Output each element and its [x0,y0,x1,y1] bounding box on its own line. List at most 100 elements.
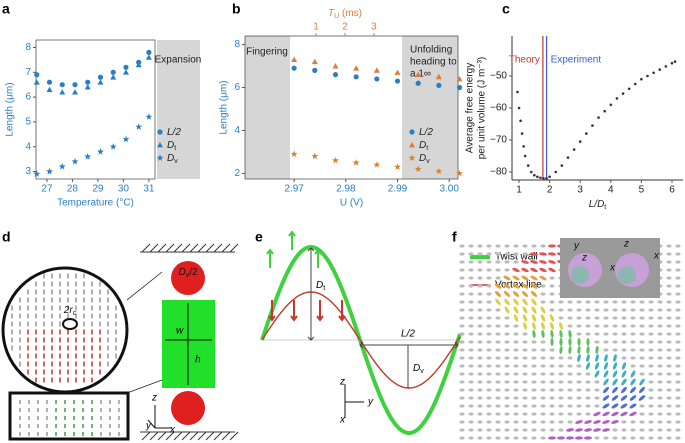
director [504,436,510,440]
director [621,378,627,386]
director [522,252,528,256]
director [504,244,510,248]
director [639,404,645,408]
director [477,388,483,392]
director [639,324,645,328]
director [549,300,555,304]
director [504,332,510,336]
director [549,404,555,408]
director [585,396,591,400]
director [531,364,537,368]
director [513,252,519,256]
director [630,370,636,378]
director [648,348,654,352]
director [621,370,627,378]
director [577,338,581,346]
director [575,420,583,424]
panel-letter: f [452,229,457,245]
director [558,316,564,320]
director [648,372,654,376]
marker [394,78,401,84]
director [585,404,591,408]
director [486,428,492,432]
director [602,420,610,424]
marker [59,89,66,95]
director [675,300,681,304]
director [558,300,564,304]
director [648,340,654,344]
director [612,370,618,378]
director [559,338,563,346]
director [594,362,600,370]
director [495,388,501,392]
director [558,364,564,368]
director [541,330,545,338]
director [522,332,528,336]
y-tick-label: −70 [490,135,507,146]
director [666,388,672,392]
axis-letter: y [145,421,152,432]
marker [545,177,548,180]
core-label-sub: c [73,310,77,317]
director [612,300,618,304]
hatch [181,431,191,441]
sphere-shade [571,266,589,284]
director [495,420,501,424]
x-tick-label: 1 [516,185,522,196]
director [559,330,563,338]
annotation: Expansion [155,55,202,66]
director [666,372,672,376]
director [657,404,663,408]
director [513,260,519,264]
director [522,412,528,416]
marker [456,75,463,82]
marker [597,116,600,119]
director [540,372,546,376]
director [504,420,510,424]
director [459,380,465,384]
director [550,322,554,330]
director [586,338,590,346]
director [504,306,510,314]
marker [673,60,677,63]
director [612,436,618,440]
director [576,364,582,368]
director [468,348,474,352]
director [584,436,592,440]
director [648,412,654,416]
marker [291,56,298,63]
director [531,380,537,384]
director [648,420,654,424]
director [486,300,492,304]
axis-letter: x [609,263,616,274]
director [522,244,528,248]
director [603,348,609,352]
marker [85,79,91,85]
dim [359,341,459,349]
director [629,403,637,409]
director [495,404,501,408]
dv-label: Dv [413,363,424,376]
director [621,324,627,328]
director [541,322,545,330]
director [522,380,528,384]
director [512,290,520,298]
director [675,252,681,256]
marker [436,82,442,88]
marker [33,170,41,177]
director [477,372,483,376]
director [584,428,592,432]
director [666,308,672,312]
director [486,284,492,288]
director [594,370,600,378]
director [477,364,483,368]
axes [344,384,364,418]
marker [353,65,360,71]
wave [261,291,461,389]
hatch [157,431,167,441]
marker [435,167,443,175]
arrow [314,248,322,268]
director [495,260,501,264]
legend-marker [157,142,163,148]
director [675,356,681,360]
